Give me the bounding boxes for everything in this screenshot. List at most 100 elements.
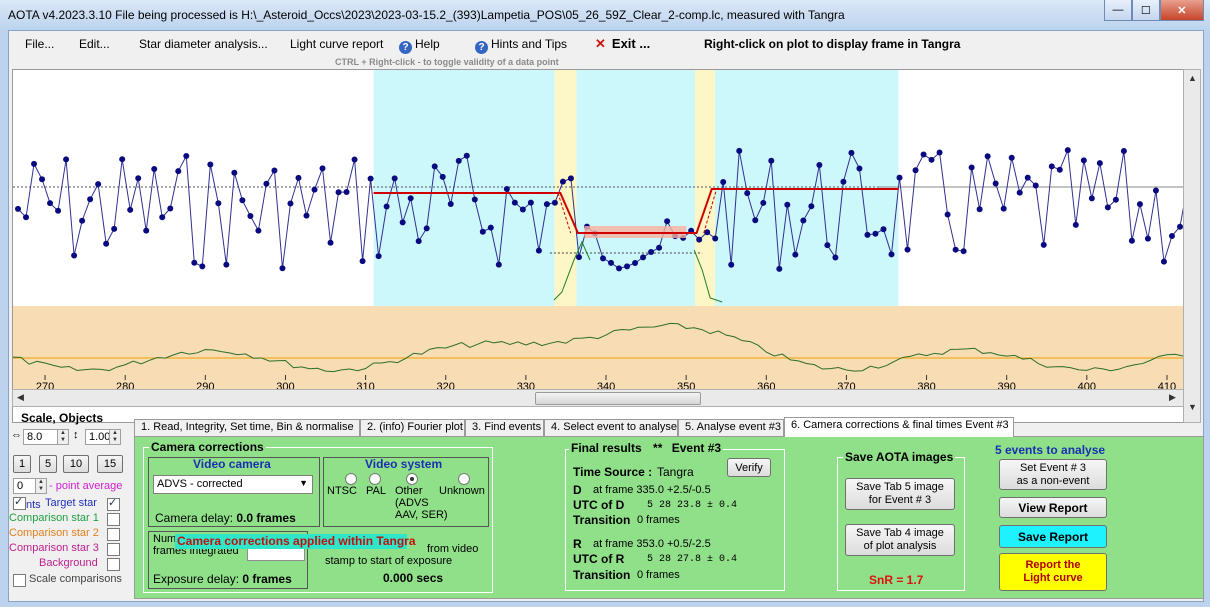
zoom-5-button[interactable]: 5 [39,455,57,473]
r-frame: at frame 353.0 +0.5/-2.5 [593,538,711,550]
data-point [976,206,983,213]
report-light-curve-button[interactable]: Report the Light curve [999,553,1107,591]
ntsc-radio[interactable] [345,473,357,485]
plot-vertical-scrollbar[interactable]: ▲ ▼ [1183,69,1201,423]
point-average-spinner[interactable]: 0 ▲ ▼ [13,478,47,494]
light-curve-svg[interactable]: 270 280 290 300 310 320 330 340 350 360 370 380 390 4… [13,70,1183,393]
data-point [375,253,382,260]
tab-find-events[interactable]: 3. Find events [465,419,544,436]
data-point [1032,182,1039,189]
data-point [712,235,719,242]
scroll-down-icon[interactable]: ▼ [1188,402,1197,412]
tab-select-event[interactable]: 4. Select event to analyse [544,419,678,436]
comp2-checkbox[interactable] [107,528,120,541]
menu-star-diameter[interactable]: Star diameter analysis... [139,37,268,51]
scroll-left-icon[interactable]: ◀ [17,392,24,402]
data-point [928,156,935,163]
data-point [600,255,606,262]
data-point [47,200,54,207]
scale2-spinner[interactable]: 1.00 ▲ ▼ [85,429,121,445]
vertical-scale-icon: ↕ [73,429,79,441]
scroll-thumb[interactable] [535,392,701,405]
spinner-arrows-icon[interactable]: ▲ ▼ [57,430,68,444]
zoom-1-button[interactable]: 1 [13,455,31,473]
spinner2-arrows-icon[interactable]: ▲ ▼ [109,430,120,444]
save-report-button[interactable]: Save Report [999,525,1107,548]
menu-edit[interactable]: Edit... [79,37,110,51]
spinner3-arrows-icon[interactable]: ▲ ▼ [35,479,46,493]
comp2-label: Comparison star 2 [9,527,99,539]
stamp-label: stamp to start of exposure [325,555,453,567]
scale-spinner[interactable]: 8.0 ▲ ▼ [23,429,69,445]
save-tab5-button[interactable]: Save Tab 5 image for Event # 3 [845,478,955,510]
data-point [1024,174,1031,181]
r-transition-value: 0 frames [637,569,680,581]
data-point [487,224,494,231]
menu-light-curve-report[interactable]: Light curve report [290,37,384,51]
menu-file[interactable]: File... [25,37,55,51]
data-point [359,258,366,265]
data-point [792,251,799,258]
dropdown-arrow-icon[interactable]: ▼ [299,478,308,488]
set-non-event-button[interactable]: Set Event # 3 as a non-event [999,459,1107,490]
zoom-15-button[interactable]: 15 [97,455,123,473]
comp1-checkbox[interactable] [107,513,120,526]
scroll-right-icon[interactable]: ▶ [1169,392,1176,402]
scale-comparisons-label: Scale comparisons [29,573,122,585]
r-label: R [573,537,582,551]
data-point [415,238,422,245]
data-point [31,160,38,167]
data-point [864,231,871,238]
frames-integrated-group [148,531,308,589]
other-radio[interactable] [406,473,418,485]
data-point [696,236,703,243]
data-point [624,263,631,270]
data-point [503,185,510,192]
tab-read-integrity[interactable]: 1. Read, Integrity, Set time, Bin & norm… [134,419,360,436]
data-point [1008,154,1015,161]
tab-fourier[interactable]: 2. (info) Fourier plot [360,419,465,436]
minimize-button[interactable]: — [1104,0,1132,21]
data-point [896,174,903,181]
comp3-checkbox[interactable] [107,543,120,556]
menu-hints[interactable]: ? Hints and Tips [475,37,567,54]
data-point [960,248,967,255]
zoom-10-button[interactable]: 10 [63,455,89,473]
scale-comparisons-checkbox[interactable] [13,574,26,587]
data-point [279,265,286,272]
target-star-checkbox[interactable] [107,496,120,511]
background-checkbox[interactable] [107,558,120,571]
verify-button[interactable]: Verify [727,458,771,477]
menu-help-label: Help [415,37,440,51]
plot-horizontal-scrollbar[interactable]: ◀ ▶ [12,389,1184,407]
data-point [728,261,735,268]
data-point [1104,204,1111,211]
data-point [640,254,647,261]
background-label: Background [39,557,98,569]
d-transition-label: Transition [573,513,631,527]
menu-exit[interactable]: ✕ Exit ... [595,36,650,52]
close-button[interactable]: ✕ [1159,0,1204,21]
scroll-up-icon[interactable]: ▲ [1188,73,1197,83]
maximize-button[interactable]: ☐ [1131,0,1160,21]
pal-radio[interactable] [369,473,381,485]
camera-corrections-title: Camera corrections [149,440,266,454]
tab-camera-corrections[interactable]: 6. Camera corrections & final times Even… [784,417,1014,437]
save-tab4-button[interactable]: Save Tab 4 image of plot analysis [845,524,955,556]
data-point [1064,147,1071,154]
menu-help[interactable]: ? Help [399,37,440,54]
video-system-title: Video system [365,457,443,471]
points-checkbox[interactable] [13,495,26,510]
video-system-group [323,457,489,527]
scale-objects-label: Scale, Objects [21,411,104,425]
unknown-radio[interactable] [458,473,470,485]
ctrl-click-hint: CTRL + Right-click - to toggle validity … [335,57,559,67]
comp1-label: Comparison star 1 [9,512,99,524]
view-report-button[interactable]: View Report [999,497,1107,518]
data-point [656,244,663,251]
tab-analyse-event[interactable]: 5. Analyse event #3 [678,419,784,436]
light-curve-plot[interactable]: 270 280 290 300 310 320 330 340 350 360 370 380 390 4… [12,69,1184,423]
scale-value: 8.0 [27,431,43,443]
camera-select[interactable]: ADVS - corrected ▼ [153,475,313,494]
ntsc-label: NTSC [327,485,357,497]
